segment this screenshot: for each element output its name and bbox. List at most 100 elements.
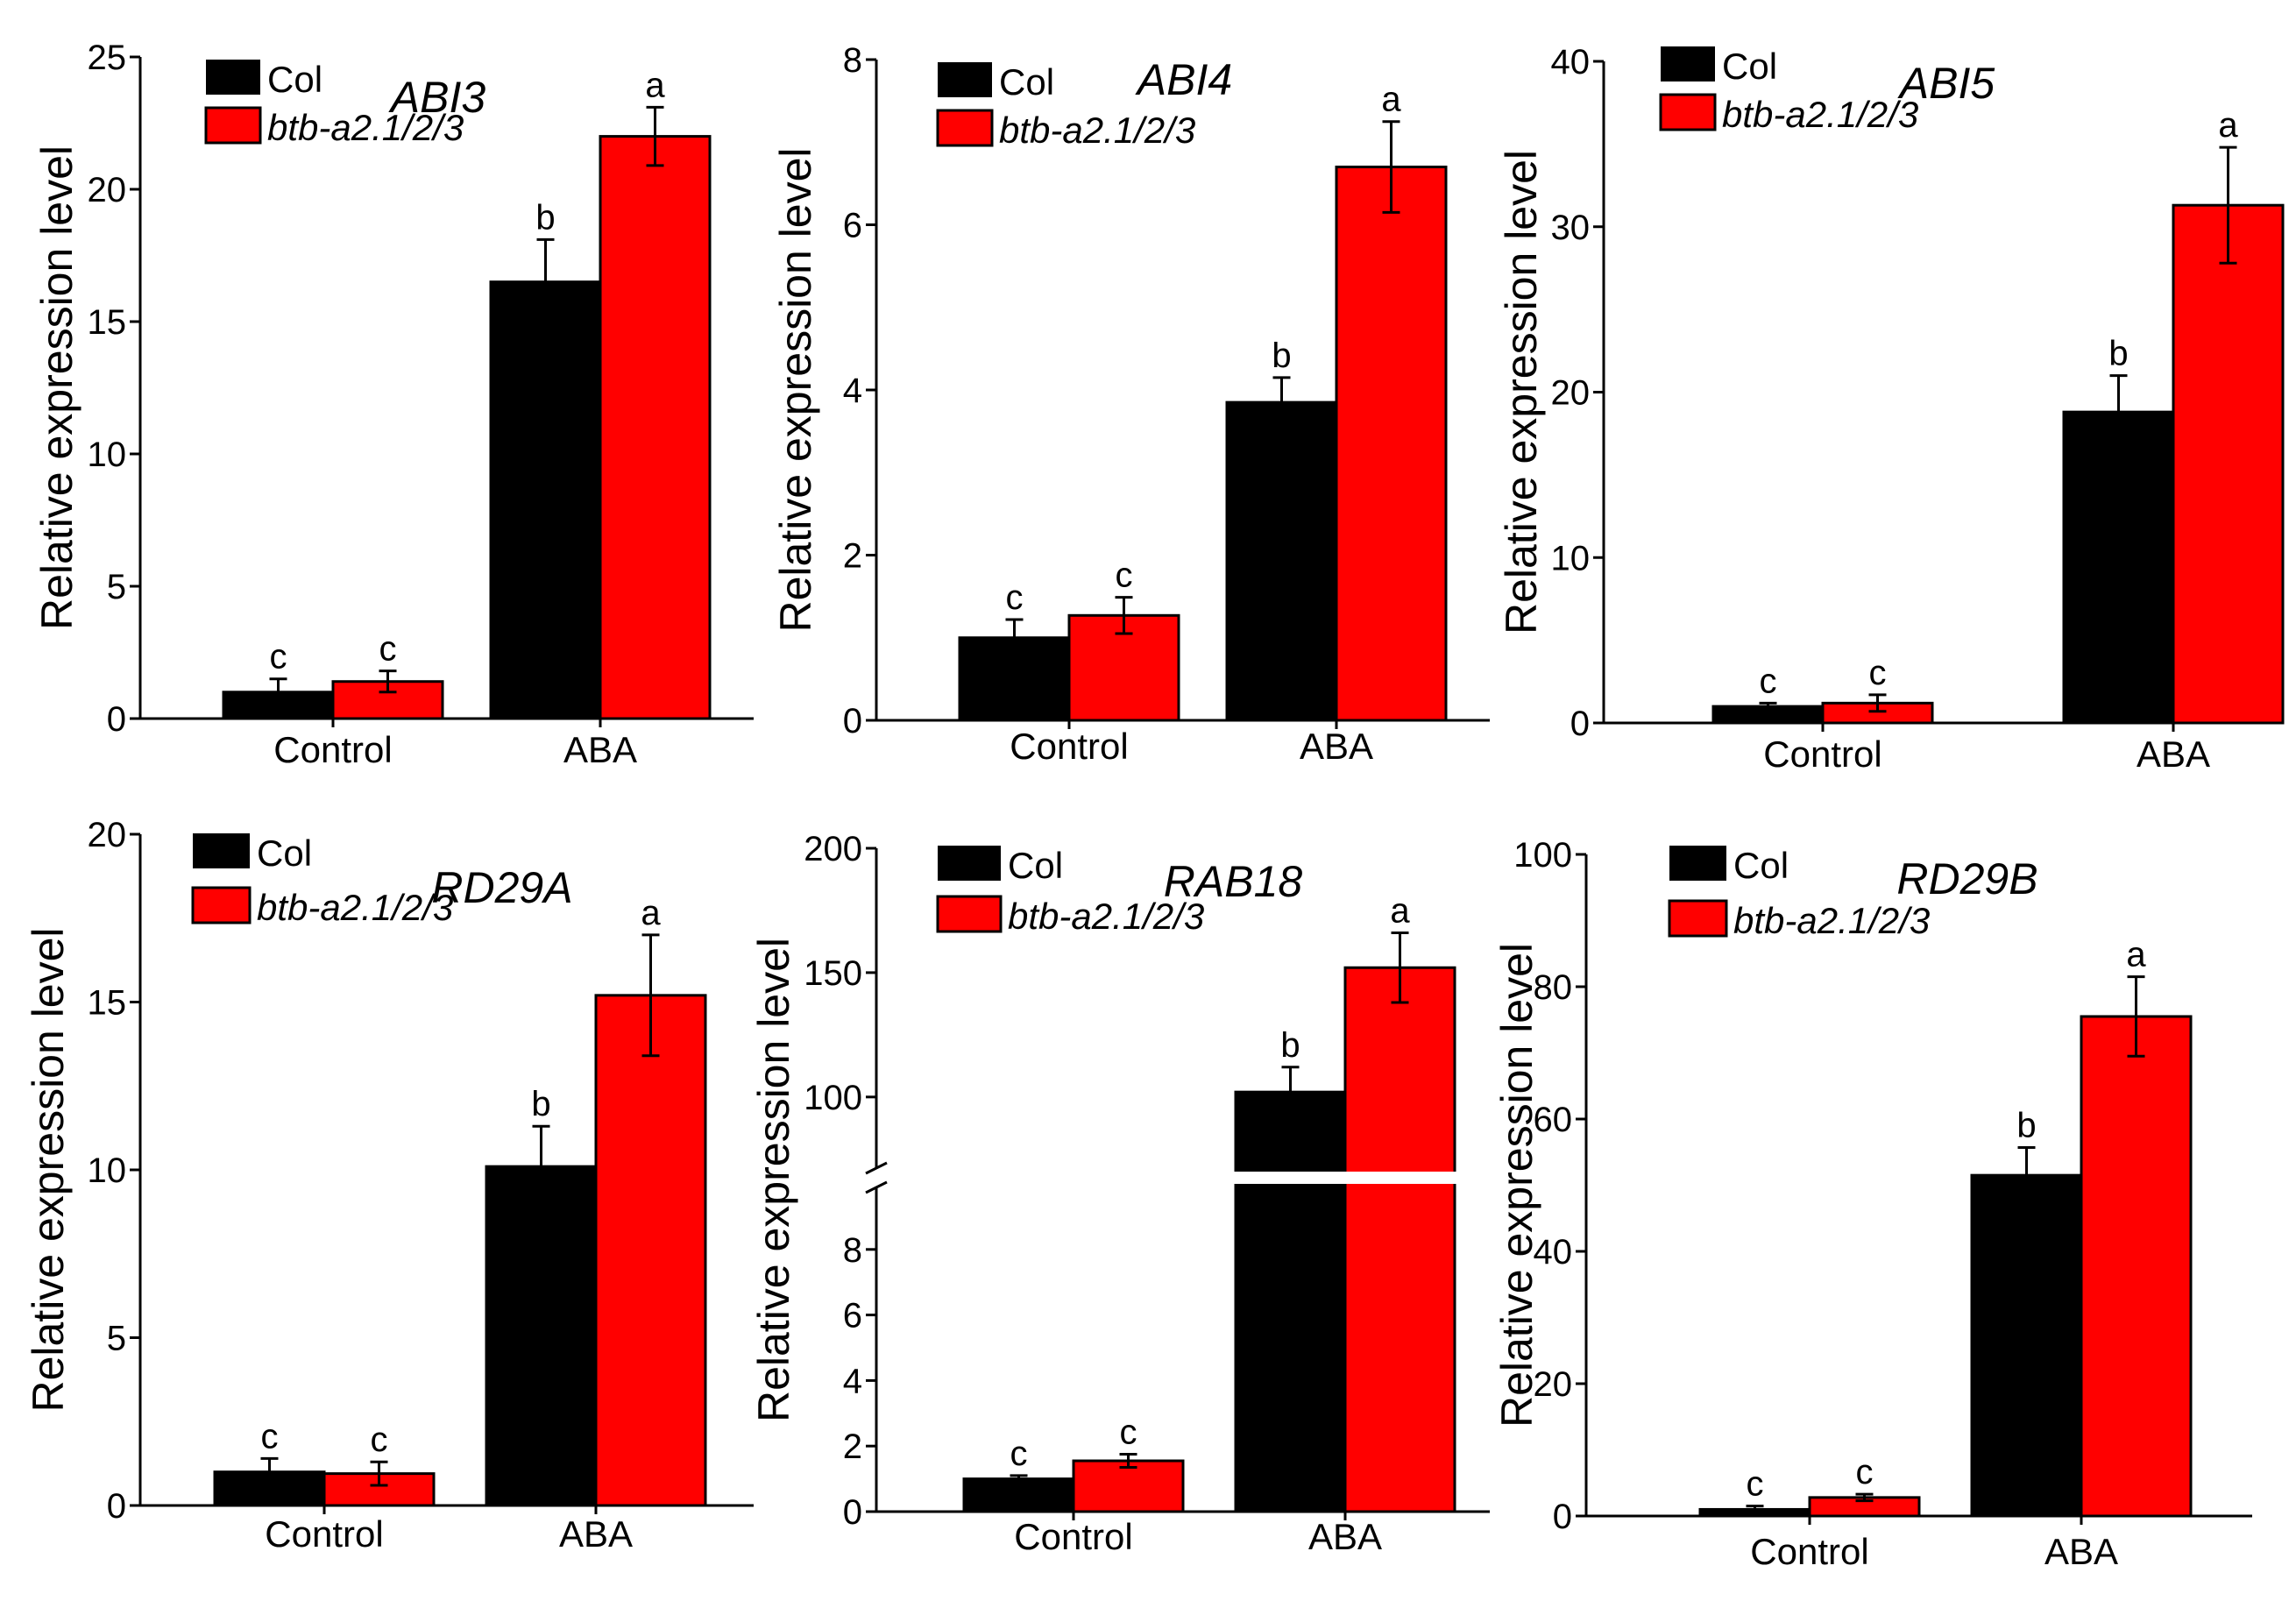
significance-letter: a: [1381, 81, 1401, 119]
y-tick-label: 0: [107, 700, 126, 739]
chart-panel-rd29b: c b c a 0 20 40 60 80 100 Control ABA Relative expre…: [1492, 836, 2252, 1572]
y-tick-label: 0: [1553, 1498, 1572, 1536]
significance-letter: a: [2218, 106, 2238, 145]
legend-label-col: Col: [1008, 845, 1063, 886]
y-axis-title: Relative expression level: [1497, 150, 1546, 634]
y-tick-label: 20: [1551, 374, 1591, 413]
y-tick-label: 20: [88, 171, 127, 209]
significance-letter: c: [1856, 1453, 1874, 1491]
legend-label-mutant: btb-a2.1/2/3: [1008, 896, 1204, 937]
error-bar: [1115, 596, 1133, 635]
y-axis-title: Relative expression level: [771, 147, 820, 632]
significance-letter: b: [2016, 1106, 2036, 1144]
significance-letter: c: [379, 630, 397, 669]
y-tick-label: 4: [843, 1362, 862, 1400]
y-tick-label: 5: [107, 1320, 126, 1358]
y-tick-label: 6: [843, 207, 862, 245]
error-bar: [1391, 932, 1409, 1004]
error-bar: [1281, 1066, 1300, 1119]
legend-swatch-col: [193, 833, 250, 868]
significance-letter: c: [1120, 1413, 1137, 1452]
y-tick-label: 100: [1513, 836, 1572, 875]
bar-col-aba: [1234, 1090, 1347, 1513]
bar-btb-a2-1-2-3-aba: [2080, 1015, 2193, 1518]
legend-label-mutant: btb-a2.1/2/3: [267, 107, 464, 148]
y-tick-label: 200: [804, 830, 862, 868]
error-bar: [1855, 1492, 1874, 1503]
error-bar: [2219, 145, 2237, 265]
legend-swatch-mutant: [936, 895, 1003, 933]
y-tick-label: 15: [88, 984, 127, 1023]
significance-letter: a: [641, 894, 661, 932]
y-tick-label: 20: [88, 816, 127, 854]
x-category-label: ABA: [563, 729, 637, 770]
error-bar: [1010, 1474, 1028, 1484]
error-bar: [1005, 618, 1024, 657]
y-axis-title: Relative expression level: [1492, 943, 1541, 1427]
y-tick-label: 6: [843, 1297, 862, 1335]
legend: Col btb-a2.1/2/3: [936, 61, 1195, 151]
y-tick-label: 60: [1534, 1101, 1573, 1139]
y-tick-label: 8: [843, 41, 862, 80]
x-category-label: Control: [265, 1513, 383, 1555]
y-tick-label: 150: [804, 954, 862, 993]
legend-label-col: Col: [1733, 845, 1789, 886]
y-tick-label: 0: [843, 702, 862, 740]
chart-panel-abi4: c b c a 0 2 4 6 8 Control ABA Relative expression l…: [771, 41, 1490, 767]
x-category-label: ABA: [2044, 1531, 2118, 1572]
y-tick-label: 40: [1551, 43, 1591, 81]
bar-col-aba: [485, 1165, 598, 1507]
significance-letter: b: [531, 1085, 550, 1123]
significance-letter: c: [1006, 578, 1024, 617]
legend-swatch-col: [938, 62, 992, 97]
error-bar: [646, 105, 664, 167]
error-bar: [1272, 376, 1291, 429]
significance-letter: c: [1116, 556, 1133, 595]
y-axis-title: Relative expression level: [749, 938, 798, 1422]
significance-letter: b: [1272, 336, 1291, 375]
error-bar: [2109, 374, 2128, 450]
axis-break-mark: [865, 1161, 888, 1175]
y-axis-title: Relative expression level: [24, 927, 73, 1412]
y-tick-label: 40: [1534, 1233, 1573, 1272]
significance-letter: b: [1280, 1026, 1300, 1065]
chart-title: RD29A: [431, 863, 572, 912]
y-tick-label: 20: [1534, 1365, 1573, 1404]
chart-title: ABI3: [388, 73, 486, 122]
y-tick-label: 5: [107, 568, 126, 606]
chart-title: ABI4: [1135, 55, 1232, 104]
legend-swatch-col: [1661, 46, 1715, 81]
y-tick-label: 2: [843, 537, 862, 576]
error-bar: [1382, 120, 1400, 214]
x-category-label: Control: [1010, 726, 1128, 767]
y-tick-label: 25: [88, 39, 127, 77]
legend-swatch-col: [206, 60, 260, 95]
y-tick-label: 15: [88, 303, 127, 342]
error-bar: [269, 677, 287, 707]
bar-col-aba: [489, 280, 602, 720]
chart-panel-abi3: c b c a 0 5 10 15 20 25 Control ABA Relative express…: [32, 39, 754, 770]
significance-letter: a: [1390, 892, 1410, 931]
legend-label-col: Col: [257, 832, 312, 874]
legend-label-mutant: btb-a2.1/2/3: [1722, 94, 1918, 135]
chart-panel-abi5: c b c a 0 10 20 30 40 Control ABA Relative expressi…: [1497, 43, 2285, 775]
chart-title: RD29B: [1896, 854, 2037, 903]
error-bar: [370, 1460, 388, 1487]
y-tick-label: 8: [843, 1231, 862, 1270]
legend: Col btb-a2.1/2/3: [936, 845, 1204, 937]
legend-label-mutant: btb-a2.1/2/3: [999, 110, 1195, 151]
bar-btb-a2-1-2-3-control: [1072, 1459, 1185, 1513]
legend-label-col: Col: [999, 61, 1054, 103]
error-bar: [1746, 1505, 1764, 1514]
legend-swatch-mutant: [936, 109, 994, 147]
chart-title: RAB18: [1164, 857, 1303, 906]
significance-letter: c: [371, 1420, 388, 1459]
error-bar: [379, 669, 397, 694]
y-tick-label: 10: [88, 436, 127, 474]
chart-title: ABI5: [1897, 59, 1995, 108]
bar-btb-a2-1-2-3-aba: [594, 994, 707, 1507]
error-bar: [1868, 693, 1887, 713]
legend-swatch-mutant: [1659, 93, 1717, 131]
x-category-label: Control: [1763, 733, 1881, 775]
y-tick-label: 0: [107, 1487, 126, 1526]
